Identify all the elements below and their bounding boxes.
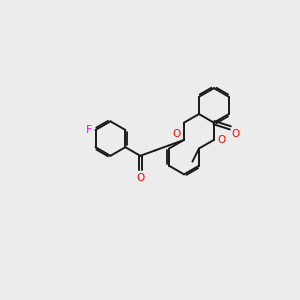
Text: O: O: [218, 135, 226, 145]
Text: O: O: [232, 129, 240, 139]
Text: O: O: [136, 173, 144, 183]
Text: F: F: [86, 125, 92, 135]
Text: O: O: [172, 129, 181, 139]
